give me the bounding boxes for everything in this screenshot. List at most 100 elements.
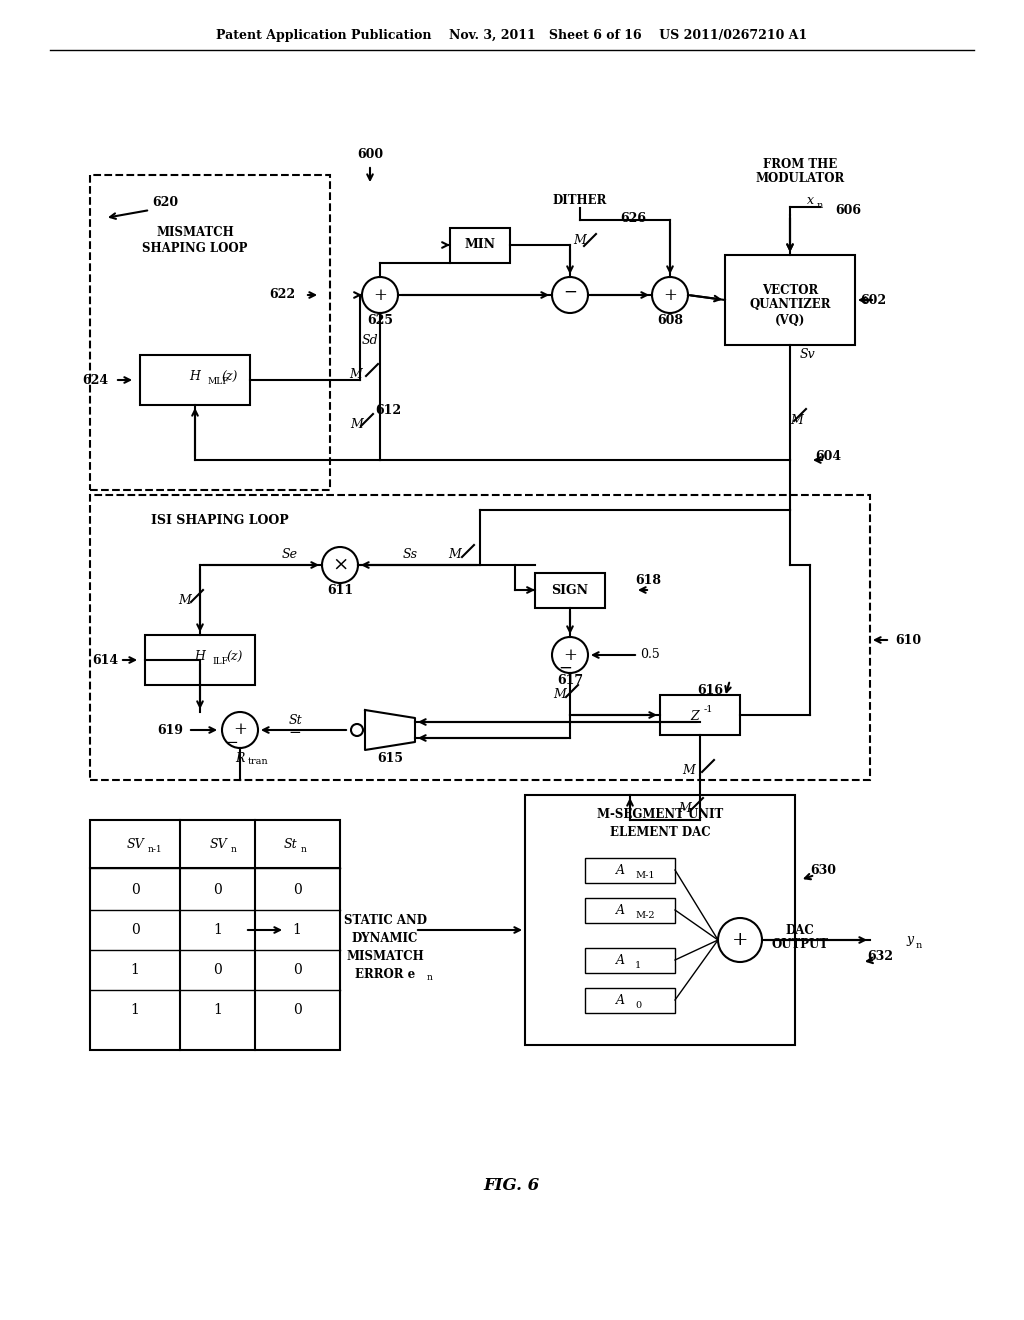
- Text: ERROR e: ERROR e: [355, 969, 415, 982]
- Text: M-1: M-1: [635, 870, 654, 879]
- Text: +: +: [664, 286, 677, 304]
- Text: n-1: n-1: [148, 846, 163, 854]
- Text: 0.5: 0.5: [640, 648, 659, 661]
- Text: −: −: [289, 726, 301, 741]
- Text: 610: 610: [895, 634, 922, 647]
- Bar: [525, 795, 795, 1045]
- Bar: [660, 696, 740, 735]
- Text: R: R: [236, 751, 245, 764]
- Text: 0: 0: [293, 883, 301, 898]
- Text: −: −: [558, 660, 572, 676]
- Text: (z): (z): [226, 651, 243, 664]
- Text: Se: Se: [282, 549, 298, 561]
- Text: tran: tran: [248, 758, 268, 767]
- Text: (VQ): (VQ): [775, 314, 805, 326]
- Text: M: M: [682, 763, 695, 776]
- Text: 0: 0: [635, 1001, 641, 1010]
- Bar: [145, 635, 255, 685]
- Circle shape: [552, 638, 588, 673]
- Text: FROM THE: FROM THE: [763, 158, 838, 172]
- Text: MIN: MIN: [465, 239, 496, 252]
- Text: A: A: [615, 863, 625, 876]
- Text: A: A: [615, 994, 625, 1006]
- Text: 622: 622: [269, 289, 295, 301]
- Text: H: H: [189, 371, 201, 384]
- Text: M: M: [790, 413, 803, 426]
- Text: n: n: [231, 846, 237, 854]
- Bar: [585, 898, 675, 923]
- Text: 604: 604: [815, 450, 841, 463]
- Text: 0: 0: [131, 923, 139, 937]
- Bar: [90, 495, 870, 780]
- Text: SHAPING LOOP: SHAPING LOOP: [142, 242, 248, 255]
- Text: Sv: Sv: [800, 348, 816, 362]
- Text: n: n: [915, 940, 923, 949]
- Text: M-SEGMENT UNIT: M-SEGMENT UNIT: [597, 808, 723, 821]
- Circle shape: [362, 277, 398, 313]
- Text: 608: 608: [657, 314, 683, 326]
- Text: St: St: [284, 837, 297, 850]
- Text: M: M: [554, 689, 566, 701]
- Text: 620: 620: [152, 195, 178, 209]
- Text: n: n: [301, 846, 307, 854]
- Text: 602: 602: [860, 293, 886, 306]
- Text: ELEMENT DAC: ELEMENT DAC: [609, 825, 711, 838]
- Text: Patent Application Publication    Nov. 3, 2011   Sheet 6 of 16    US 2011/026721: Patent Application Publication Nov. 3, 2…: [216, 29, 808, 41]
- Text: 0: 0: [293, 1003, 301, 1016]
- Bar: [725, 255, 855, 345]
- Text: 625: 625: [367, 314, 393, 326]
- Text: M: M: [349, 368, 362, 381]
- Text: x: x: [807, 194, 813, 206]
- Text: SV: SV: [209, 837, 226, 850]
- Text: 1: 1: [635, 961, 641, 969]
- Text: VECTOR: VECTOR: [762, 284, 818, 297]
- Circle shape: [222, 711, 258, 748]
- Text: 0: 0: [214, 883, 222, 898]
- Text: 612: 612: [375, 404, 401, 417]
- Text: MISMATCH: MISMATCH: [346, 949, 424, 962]
- Text: M-2: M-2: [635, 911, 654, 920]
- Text: n: n: [817, 201, 823, 210]
- Text: 630: 630: [810, 863, 836, 876]
- Text: FIG. 6: FIG. 6: [484, 1176, 540, 1193]
- Text: 0: 0: [214, 964, 222, 977]
- Text: SIGN: SIGN: [552, 583, 589, 597]
- Text: 600: 600: [357, 149, 383, 161]
- Text: A: A: [615, 903, 625, 916]
- Text: 1: 1: [214, 1003, 222, 1016]
- Circle shape: [322, 546, 358, 583]
- Bar: [90, 176, 330, 490]
- Text: DITHER: DITHER: [553, 194, 607, 206]
- Text: 615: 615: [377, 751, 403, 764]
- Text: 1: 1: [293, 923, 301, 937]
- Text: St: St: [288, 714, 302, 726]
- Text: 616: 616: [697, 684, 723, 697]
- Text: -1: -1: [703, 705, 713, 714]
- Text: −: −: [225, 737, 239, 750]
- Text: MODULATOR: MODULATOR: [756, 172, 845, 185]
- Text: +: +: [373, 286, 387, 304]
- Circle shape: [718, 917, 762, 962]
- Circle shape: [552, 277, 588, 313]
- Text: 0: 0: [293, 964, 301, 977]
- Text: (z): (z): [222, 371, 239, 384]
- Text: SV: SV: [126, 837, 143, 850]
- Text: STATIC AND: STATIC AND: [343, 913, 427, 927]
- Bar: [535, 573, 605, 607]
- Text: Z: Z: [690, 710, 699, 723]
- Text: MLF: MLF: [207, 378, 228, 387]
- Text: 0: 0: [131, 883, 139, 898]
- Text: 1: 1: [131, 1003, 139, 1016]
- Text: M: M: [178, 594, 191, 606]
- Text: 614: 614: [92, 653, 118, 667]
- Text: 611: 611: [327, 583, 353, 597]
- Text: +: +: [563, 647, 577, 664]
- Text: Sd: Sd: [361, 334, 378, 346]
- Text: H: H: [195, 651, 206, 664]
- Text: n: n: [427, 974, 433, 982]
- Text: 619: 619: [157, 723, 183, 737]
- Text: MISMATCH: MISMATCH: [156, 227, 233, 239]
- Bar: [450, 227, 510, 263]
- Bar: [140, 355, 250, 405]
- Bar: [585, 858, 675, 883]
